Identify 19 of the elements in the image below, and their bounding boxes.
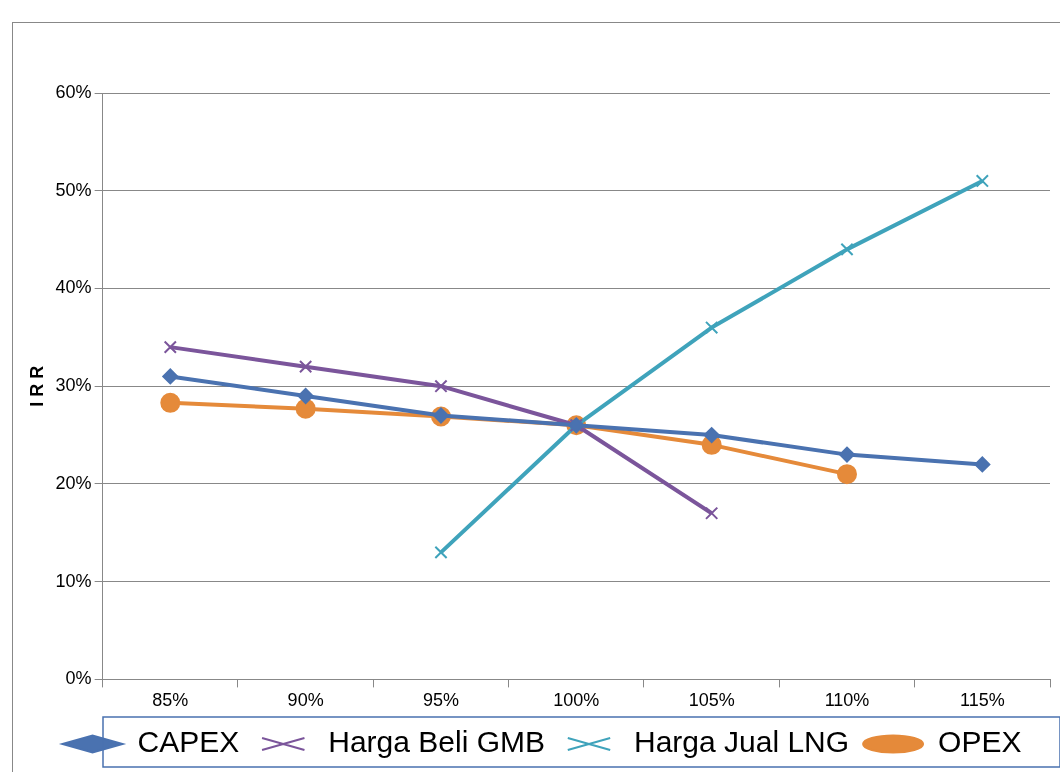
y-tick-label: 10%	[55, 570, 92, 591]
x-tick-label: 110%	[824, 690, 870, 711]
y-tick-label: 30%	[55, 375, 92, 396]
x-tick-label: 90%	[287, 690, 324, 711]
y-tick-label: 60%	[55, 81, 92, 102]
legend-label: CAPEX	[137, 725, 240, 759]
x-tick-label: 95%	[422, 690, 459, 711]
x-tick-label: 85%	[152, 690, 189, 711]
y-tick-label: 0%	[65, 668, 92, 689]
y-axis-title: I R R	[26, 365, 47, 407]
y-tick-label: 20%	[55, 472, 92, 493]
x-tick-label: 105%	[688, 690, 735, 711]
x-tick-label: 100%	[553, 690, 600, 711]
legend-label: Harga Beli GMB	[328, 725, 545, 759]
y-tick-label: 40%	[55, 277, 92, 298]
legend-label: Harga Jual LNG	[633, 725, 850, 759]
x-tick-label: 115%	[959, 690, 1005, 711]
legend-label: OPEX	[938, 725, 1022, 759]
y-tick-label: 50%	[55, 179, 92, 200]
